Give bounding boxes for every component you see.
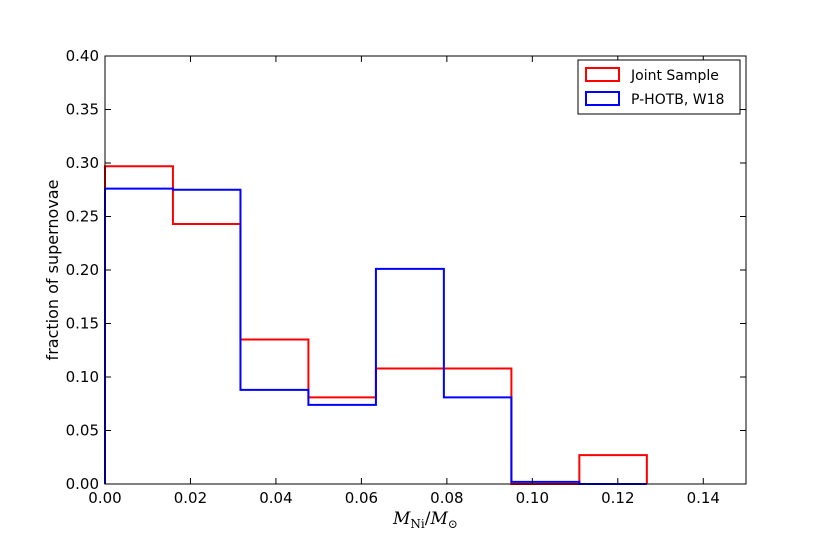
- y-tick-label: 0.15: [66, 315, 99, 333]
- legend: Joint Sample P-HOTB, W18: [577, 59, 741, 115]
- legend-swatch-p-hotb: [585, 91, 620, 106]
- x-label-main: M: [392, 509, 411, 529]
- y-tick-label: 0.05: [66, 422, 99, 440]
- x-tick-label: 0.02: [174, 489, 207, 507]
- x-label-sep: /: [425, 509, 431, 529]
- legend-label-p-hotb: P-HOTB, W18: [631, 92, 724, 108]
- y-tick-label: 0.00: [66, 475, 99, 493]
- x-axis: 0.00 0.02 0.04 0.06 0.08 0.10 0.12 0.14: [88, 56, 720, 507]
- y-tick-label: 0.25: [66, 208, 99, 226]
- axes-frame: [104, 55, 747, 485]
- y-tick-label: 0.40: [66, 47, 99, 65]
- y-tick-label: 0.30: [66, 154, 99, 172]
- x-label-main2: M: [430, 509, 449, 529]
- x-tick-label: 0.00: [88, 489, 121, 507]
- legend-swatch-joint-sample: [585, 67, 620, 82]
- x-label-sub2: ⊙: [448, 517, 458, 531]
- x-tick-label: 0.08: [430, 489, 463, 507]
- x-tick-label: 0.14: [687, 489, 720, 507]
- y-axis: 0.00 0.05 0.10 0.15 0.20 0.25 0.30 0.35 0.40: [66, 47, 746, 493]
- y-tick-label: 0.10: [66, 368, 99, 386]
- x-tick-label: 0.04: [259, 489, 292, 507]
- series-p-hotb-w18-step: [104, 187, 647, 485]
- y-axis-label: fraction of supernovae: [43, 180, 62, 361]
- x-tick-label: 0.10: [516, 489, 549, 507]
- series-layer: [104, 165, 648, 485]
- x-tick-label: 0.06: [345, 489, 378, 507]
- y-tick-label: 0.35: [66, 101, 99, 119]
- y-tick-label: 0.20: [66, 261, 99, 279]
- x-label-sub1: Ni: [410, 517, 425, 531]
- x-tick-label: 0.12: [601, 489, 634, 507]
- legend-label-joint-sample: Joint Sample: [630, 68, 719, 84]
- x-axis-label: MNi/M⊙: [392, 509, 458, 531]
